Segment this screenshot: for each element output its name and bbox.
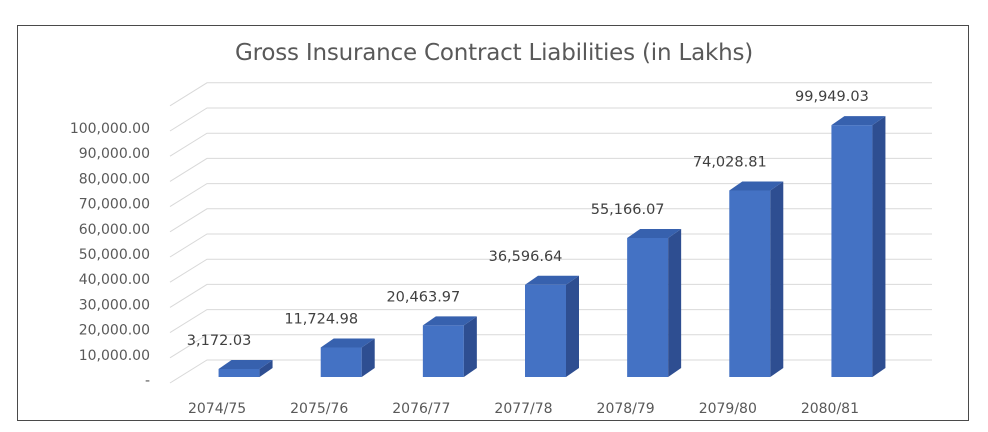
y-tick-label: 20,000.00 (79, 323, 150, 339)
bar-top (627, 228, 682, 238)
bar (831, 125, 873, 377)
bar-top (218, 360, 273, 370)
gridline (169, 183, 932, 208)
x-axis-tick-labels: 2074/75 2075/76 2076/77 2077/78 2078/79 2079/… (188, 401, 859, 417)
data-labels: 3,172.03 11,724.98 20,463.97 36,596.64 55,16… (187, 89, 869, 349)
data-label: 55,166.07 (591, 202, 665, 218)
y-tick-label: - (145, 373, 150, 389)
y-tick-label: 60,000.00 (79, 222, 150, 238)
bar-top (422, 316, 477, 326)
data-label: 20,463.97 (386, 289, 460, 305)
gridline (169, 107, 932, 132)
gridline (169, 334, 932, 359)
bar (218, 369, 260, 377)
gridline (169, 82, 932, 107)
bar (320, 347, 362, 377)
data-label: 36,596.64 (489, 249, 563, 265)
gridline (169, 359, 932, 384)
x-tick-label: 2080/81 (801, 401, 859, 417)
bars (218, 116, 886, 377)
bar-side (668, 228, 682, 377)
chart-frame (17, 25, 969, 421)
bar-top (729, 181, 784, 191)
bar (525, 284, 566, 377)
gridline (169, 258, 932, 283)
gridline (169, 309, 932, 334)
chart-title: Gross Insurance Contract Liabilities (in… (234, 40, 754, 66)
x-tick-label: 2075/76 (290, 401, 348, 417)
gridline (169, 132, 932, 157)
gridline (169, 233, 932, 258)
data-label: 3,172.03 (187, 333, 252, 349)
x-tick-label: 2079/80 (699, 401, 757, 417)
data-label: 11,724.98 (284, 311, 358, 327)
data-label: 99,949.03 (795, 89, 869, 105)
bar-side (463, 316, 477, 377)
y-tick-label: 100,000.00 (70, 121, 150, 137)
y-tick-label: 50,000.00 (79, 247, 150, 263)
y-tick-label: 10,000.00 (79, 348, 150, 364)
gridline (169, 283, 932, 308)
x-tick-label: 2078/79 (597, 401, 655, 417)
bar-side (872, 116, 886, 377)
bar-side (770, 181, 784, 377)
gridlines (169, 82, 932, 384)
y-axis-tick-labels: - 10,000.00 20,000.00 30,000.00 40,000.00 50,… (70, 121, 150, 389)
gridline (169, 208, 932, 233)
bar-side (361, 338, 375, 377)
data-label: 74,028.81 (693, 154, 767, 170)
y-tick-label: 40,000.00 (79, 272, 150, 288)
bar (422, 325, 464, 377)
y-tick-label: 70,000.00 (79, 197, 150, 213)
y-tick-label: 30,000.00 (79, 297, 150, 313)
y-tick-label: 90,000.00 (79, 146, 150, 162)
x-tick-label: 2074/75 (188, 401, 246, 417)
bar-top (525, 275, 579, 285)
bar-side (566, 275, 579, 377)
bar (627, 237, 669, 377)
gridline (169, 157, 932, 182)
x-tick-label: 2077/78 (494, 401, 552, 417)
bar-top (831, 116, 886, 126)
bar-side (259, 360, 273, 377)
x-tick-label: 2076/77 (392, 401, 450, 417)
bar (729, 190, 771, 377)
bar-top (320, 338, 375, 348)
y-tick-label: 80,000.00 (79, 171, 150, 187)
